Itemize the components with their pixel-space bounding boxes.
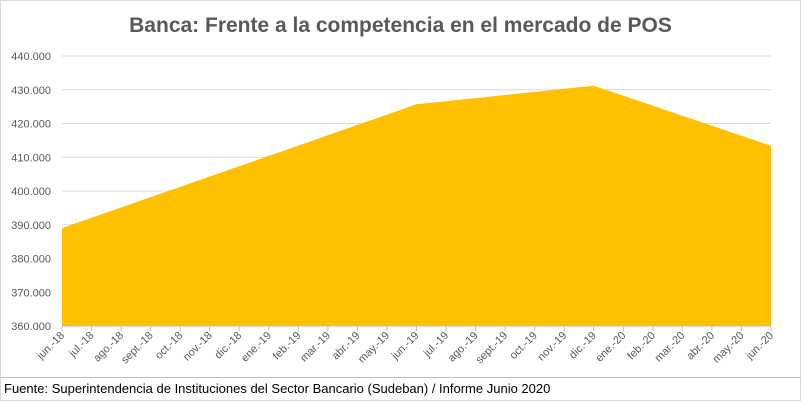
area-series bbox=[61, 85, 772, 326]
y-tick-label: 430.000 bbox=[11, 85, 51, 97]
area-fill bbox=[62, 85, 771, 326]
x-tick-label: sept.-18 bbox=[119, 330, 156, 367]
y-tick-label: 390.000 bbox=[11, 220, 51, 232]
x-tick-label: mar.-19 bbox=[298, 330, 333, 365]
y-tick-label: 380.000 bbox=[11, 254, 51, 266]
x-tick-label: may.-19 bbox=[356, 330, 392, 366]
y-tick-label: 360.000 bbox=[11, 321, 51, 333]
y-tick-label: 420.000 bbox=[11, 119, 51, 131]
y-tick-label: 370.000 bbox=[11, 287, 51, 299]
y-tick-label: 440.000 bbox=[11, 51, 51, 63]
y-axis-ticks: 360.000 370.000 380.000 390.000 400.000 410.0… bbox=[11, 51, 51, 333]
x-tick-label: ene.-20 bbox=[594, 330, 629, 365]
x-tick-label: nov.-18 bbox=[181, 330, 215, 364]
y-tick-label: 410.000 bbox=[11, 152, 51, 164]
x-tick-label: ene.-19 bbox=[239, 330, 274, 365]
x-tick-label: oct.-18 bbox=[153, 330, 185, 362]
x-tick-label: may.-20 bbox=[711, 330, 747, 366]
chart-title: Banca: Frente a la competencia en el mer… bbox=[129, 14, 672, 37]
x-tick-label: jun.-20 bbox=[743, 330, 776, 363]
source-note: Fuente: Superintendencia de Institucione… bbox=[4, 381, 551, 396]
x-tick-label: oct.-19 bbox=[508, 330, 540, 362]
x-tick-label: mar.-20 bbox=[653, 330, 688, 365]
x-tick-label: sept.-19 bbox=[474, 330, 511, 367]
x-tick-label: jun.-19 bbox=[389, 330, 422, 363]
source-separator bbox=[0, 377, 801, 378]
x-axis-ticks: jun.-18 jul.-18ago.-18sept.-18oct.-18nov.… bbox=[34, 330, 776, 367]
y-tick-label: 400.000 bbox=[11, 186, 51, 198]
x-tick-label: jun.-18 bbox=[34, 330, 67, 363]
x-tick-label: nov.-19 bbox=[535, 330, 569, 364]
x-axis bbox=[61, 325, 772, 331]
